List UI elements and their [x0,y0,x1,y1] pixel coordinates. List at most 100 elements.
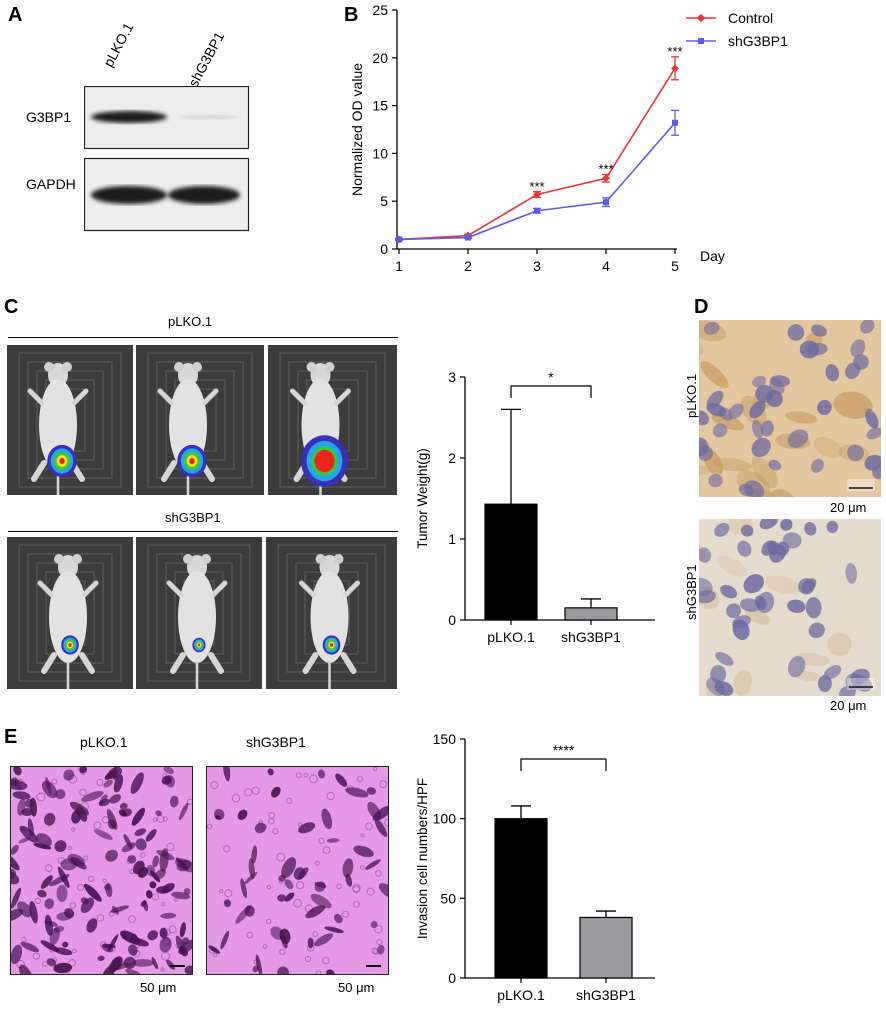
ihc-nucleus [743,574,764,594]
mouse-ear [183,554,193,564]
invasion-pore [166,842,175,852]
group-divider-shg3bp1 [8,531,398,532]
invasion-cell [112,905,119,915]
invasion-cell [252,965,259,973]
ihc-scalebar-box [847,479,875,491]
mouse-ear [72,554,82,564]
ihc-nucleus [720,584,738,599]
invasion-cell [20,941,40,953]
ihc-nucleus [864,408,879,429]
invasion-cell [137,866,149,878]
chartC-bar [564,607,618,621]
invasion-cell [63,769,75,781]
ihc-nucleus [826,520,839,534]
invasion-cell [132,958,154,967]
invasion-cell [240,878,248,899]
invasion-cell [45,776,52,794]
luminescence-signal [197,643,201,647]
invasion-pore [373,766,378,772]
mouse-panel-frame [27,361,113,479]
mouse-forelimb [81,580,99,598]
invasion-pore [68,959,76,967]
invasion-pore [318,837,325,844]
invasion-pore [210,781,219,790]
invasion-pore [251,786,260,795]
luminescence-signal [59,457,65,465]
invasion-pore [72,948,77,954]
invasion-pore [219,889,224,894]
ihc-image-plko1 [699,320,881,497]
mouse-forelimb [299,580,316,598]
invasion-cell [10,887,22,909]
invasion-pore [36,792,46,802]
invasion-pore [42,961,48,967]
chart-b-ytick-label: 25 [372,2,388,18]
ihc-nucleus [710,665,727,684]
invasion-title-shg3bp1: shG3BP1 [246,734,306,750]
invasion-pore [286,797,293,804]
invasion-cell [29,900,38,924]
invasion-cell [159,927,168,939]
chartE-significance-bracket [520,758,607,771]
invasion-cell [44,920,58,927]
blot-label-g3bp1: G3BP1 [26,109,72,125]
chartE-ytick-label: 0 [448,970,456,986]
invasion-pore [265,918,272,925]
invasion-cell [130,772,144,795]
panel-letter-a: A [8,4,23,26]
invasion-cell [293,867,306,880]
invasion-cell [342,858,354,878]
ihc-nucleus [805,597,822,619]
invasion-cell [37,890,47,898]
group-divider-plko1 [8,337,398,338]
ihc-nucleus [751,437,771,457]
invasion-pore [296,881,305,890]
ihc-nucleus [847,444,864,462]
ihc-nucleus [811,324,827,337]
invasion-cell [333,913,343,924]
panel-letter-e: E [4,726,18,748]
invasion-cell [378,883,389,899]
mouse-panel-3 [268,345,397,495]
mouse-panel-frame [147,352,253,488]
invasion-cell [113,774,124,793]
invasion-pore [162,816,168,822]
chart-b-point [671,64,679,73]
invasion-cell [284,892,295,902]
invasion-pore [128,915,136,924]
chart-b-y-axis-label: Normalized OD value [349,63,365,196]
mouse-panel-frame [156,553,242,673]
mouse-ear [174,362,184,372]
mouse-panel-4 [7,537,133,689]
invasion-cell [83,883,102,902]
invasion-cell [33,842,52,850]
invasion-pore [206,823,213,830]
invasion-pore [297,822,303,827]
invasion-cell [318,769,325,779]
invasion-pore [295,772,302,779]
invasion-scale-label-shg3bp1: 50 μm [338,980,375,995]
chart-b-significance: *** [529,179,544,194]
invasion-pore [71,827,76,832]
invasion-cell [366,787,377,795]
invasion-cell [55,789,66,800]
ihc-nucleus [708,474,723,488]
ihc-nucleus [737,540,752,557]
mouse-panel-5 [136,537,262,689]
ihc-nucleus [864,454,881,471]
invasion-cell [123,956,136,969]
invasion-cell [103,779,113,788]
invasion-cell [70,856,87,870]
chart-b-legend-control: Control [728,10,774,26]
invasion-pore [379,780,388,789]
invasion-cell [220,930,230,950]
panel-letter-b: B [344,4,359,26]
chartC-bar [484,503,538,621]
ihc-nucleus [740,524,754,537]
invasion-pore [279,948,286,955]
group-label-plko1: pLKO.1 [168,314,213,329]
invasion-cell [29,797,38,817]
ihc-nucleus [825,364,840,382]
invasion-cell [345,873,353,887]
invasion-pore [96,914,105,922]
